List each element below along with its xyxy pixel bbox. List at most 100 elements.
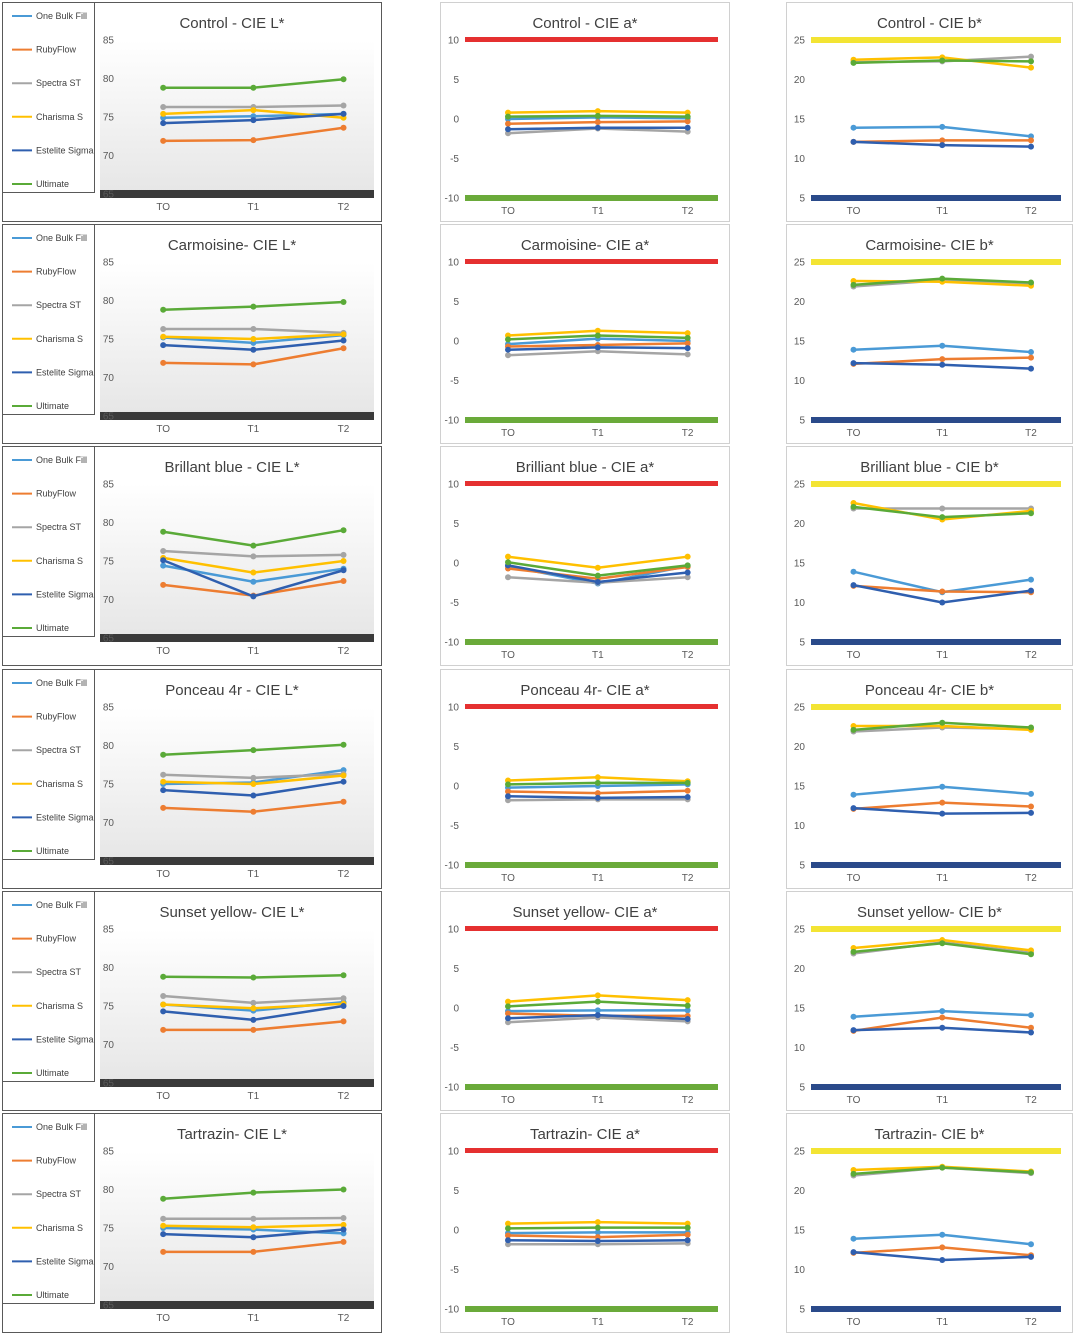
data-point [850, 346, 857, 353]
data-point [939, 719, 946, 726]
x-tick-label: T2 [682, 1095, 694, 1106]
data-point [250, 578, 257, 585]
data-point [160, 1231, 167, 1238]
y-tick-label: 80 [103, 296, 115, 307]
y-tick-label: 15 [794, 1004, 806, 1015]
x-tick-label: T2 [1025, 206, 1037, 217]
chart-panel: Control - CIE L* 65 70 75 80 85 TO T1 T2 One Bulk… [2, 2, 382, 222]
data-point [850, 805, 857, 812]
data-point [939, 783, 946, 790]
data-point [939, 599, 946, 606]
data-point [684, 569, 691, 576]
data-point [340, 741, 347, 748]
legend-label: RubyFlow [36, 934, 77, 944]
x-tick-label: T2 [682, 206, 694, 217]
data-point [1028, 1253, 1034, 1260]
legend-box [2, 891, 95, 1082]
x-tick-label: T1 [936, 650, 948, 661]
data-point [340, 1018, 347, 1025]
data-point [1028, 1029, 1034, 1036]
data-point [250, 1016, 257, 1023]
lower-band [811, 417, 1061, 423]
data-point [250, 808, 257, 815]
x-tick-label: T2 [338, 1091, 350, 1102]
data-point [160, 110, 167, 117]
x-tick-label: TO [501, 873, 515, 884]
y-tick-label: 5 [799, 638, 805, 649]
y-tick-label: 10 [448, 925, 460, 936]
y-tick-label: 5 [799, 416, 805, 427]
y-tick-label: 85 [103, 1147, 115, 1158]
x-tick-label: T2 [682, 1317, 694, 1328]
y-tick-label: 70 [103, 373, 115, 384]
chart-border [786, 1113, 1073, 1333]
y-tick-label: 80 [103, 74, 115, 85]
y-tick-label: 25 [794, 258, 806, 269]
data-point [505, 553, 512, 560]
y-tick-label: -10 [445, 1305, 460, 1316]
data-point [684, 118, 691, 125]
upper-band [811, 1148, 1061, 1154]
y-tick-label: 5 [453, 964, 459, 975]
y-tick-label: 10 [794, 154, 806, 165]
upper-band [465, 1148, 718, 1153]
data-point [250, 974, 257, 981]
legend-label: Ultimate [36, 1068, 69, 1078]
y-tick-label: 10 [794, 598, 806, 609]
data-point [505, 788, 512, 795]
legend-box [2, 669, 95, 860]
y-tick-label: 5 [799, 861, 805, 872]
y-tick-label: 20 [794, 742, 806, 753]
x-tick-label: T1 [248, 1313, 260, 1324]
x-tick-label: T1 [248, 1091, 260, 1102]
data-point [250, 774, 257, 781]
data-point [684, 574, 691, 581]
chart-panel: Carmoisine- CIE b* 5 10 15 20 25 TO T1 T2 [786, 224, 1073, 444]
data-point [939, 1014, 946, 1021]
y-tick-label: 25 [794, 1147, 806, 1158]
y-tick-label: -5 [450, 154, 459, 165]
lower-band [465, 862, 718, 868]
y-tick-label: 15 [794, 115, 806, 126]
data-point [939, 275, 946, 282]
data-point [594, 578, 601, 585]
data-point [340, 772, 347, 779]
data-point [340, 798, 347, 805]
y-tick-label: 0 [453, 1004, 459, 1015]
data-point [250, 1248, 257, 1255]
chart-panel: Brillant blue - CIE L* 65 70 75 80 85 TO T1 T2 On… [2, 446, 382, 666]
legend-label: Ultimate [36, 179, 69, 189]
data-point [340, 1214, 347, 1221]
lower-band [811, 1306, 1061, 1312]
data-point [250, 1005, 257, 1012]
data-point [505, 793, 512, 800]
legend-label: Charisma S [36, 779, 83, 789]
chart-title: Control - CIE L* [179, 15, 284, 32]
y-tick-label: 70 [103, 1262, 115, 1273]
y-tick-label: 80 [103, 1185, 115, 1196]
legend-label: Ultimate [36, 1290, 69, 1300]
x-tick-label: TO [501, 428, 515, 439]
legend-label: Estelite Sigma [36, 145, 94, 155]
chart-panel: Sunset yellow- CIE L* 65 70 75 80 85 TO T1 T2 One… [2, 891, 382, 1111]
y-tick-label: 10 [794, 1043, 806, 1054]
chart-panel: Tartrazin- CIE b* 5 10 15 20 25 TO T1 T2 [786, 1113, 1073, 1333]
data-point [939, 1231, 946, 1238]
data-point [1028, 510, 1034, 517]
data-point [160, 120, 167, 127]
data-point [594, 794, 601, 801]
axis-band [100, 412, 374, 420]
x-tick-label: T1 [936, 428, 948, 439]
chart-panel: Ponceau 4r- CIE a* -10 -5 0 5 10 TO T1 T2 [440, 669, 730, 889]
x-tick-label: T1 [248, 424, 260, 435]
data-point [684, 1016, 691, 1023]
x-tick-label: T1 [936, 1317, 948, 1328]
data-point [850, 726, 857, 733]
chart-title: Ponceau 4r - CIE L* [165, 682, 299, 699]
x-tick-label: TO [156, 1313, 170, 1324]
x-tick-label: T2 [1025, 873, 1037, 884]
chart-border [786, 224, 1073, 444]
data-point [250, 1189, 257, 1196]
upper-band [811, 481, 1061, 487]
y-tick-label: -10 [445, 416, 460, 427]
